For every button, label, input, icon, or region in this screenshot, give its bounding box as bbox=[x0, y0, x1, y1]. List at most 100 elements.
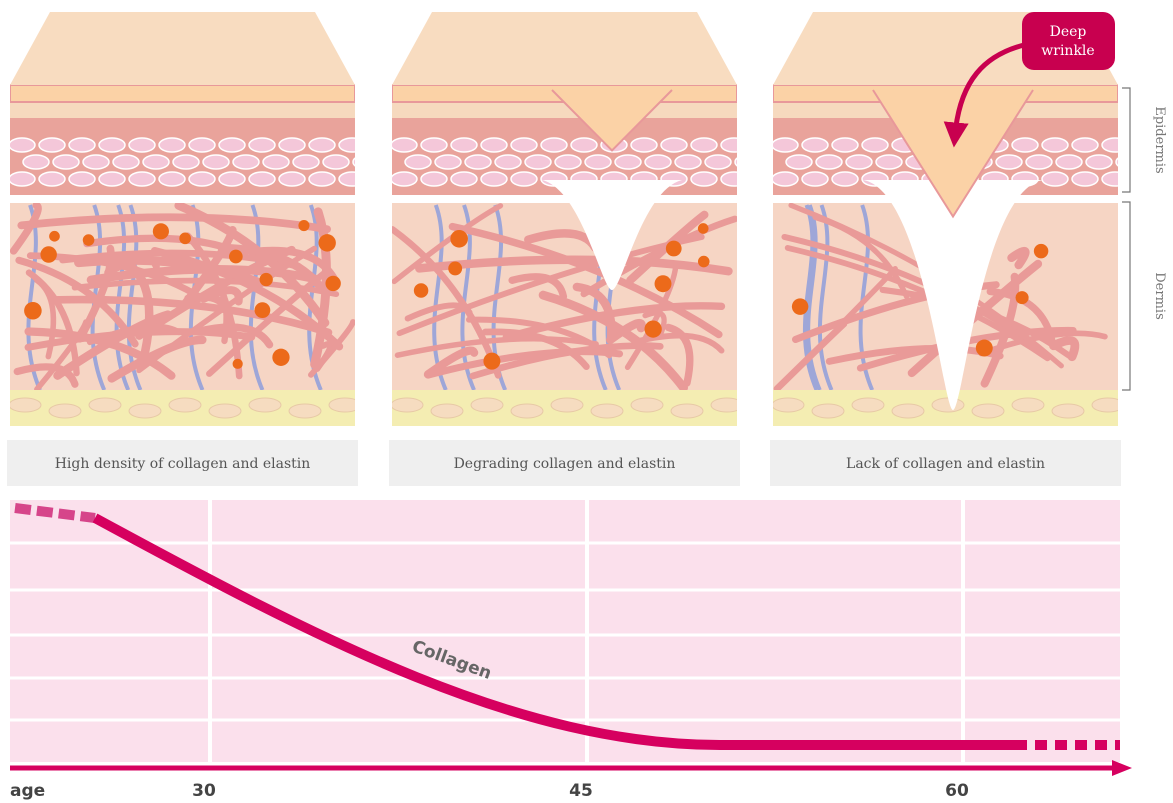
collagen-fiber bbox=[17, 213, 331, 234]
cell bbox=[68, 171, 96, 187]
collagen-fiber bbox=[1049, 336, 1080, 362]
fat-cell bbox=[1091, 397, 1118, 413]
cell bbox=[82, 154, 110, 170]
cell bbox=[720, 137, 737, 153]
cell bbox=[510, 137, 538, 153]
cell bbox=[352, 157, 355, 167]
cell bbox=[674, 154, 702, 170]
cell bbox=[158, 137, 186, 153]
fat-cell bbox=[48, 403, 82, 419]
stratum bbox=[10, 100, 355, 118]
x-tick-label: 30 bbox=[192, 781, 216, 801]
fat-cell bbox=[88, 397, 122, 413]
collagen-fiber bbox=[502, 302, 726, 341]
collagen-fiber bbox=[15, 256, 139, 348]
cell bbox=[232, 154, 260, 170]
cell bbox=[420, 137, 448, 153]
fibroblast bbox=[448, 261, 463, 276]
cell bbox=[845, 154, 873, 170]
cell bbox=[1025, 154, 1053, 170]
axis-arrow bbox=[1112, 760, 1132, 776]
fibroblast bbox=[483, 352, 501, 370]
curve-dash bbox=[14, 503, 96, 523]
cell bbox=[1041, 171, 1069, 187]
fibroblast bbox=[254, 302, 271, 319]
corneum bbox=[10, 84, 355, 103]
cell bbox=[38, 137, 66, 153]
fat-cell bbox=[590, 403, 624, 419]
surface bbox=[10, 12, 355, 85]
fibroblast bbox=[40, 246, 57, 263]
fibroblast bbox=[82, 234, 95, 246]
cell bbox=[278, 171, 306, 187]
cell bbox=[308, 171, 336, 187]
cell bbox=[1041, 137, 1069, 153]
collagen-fiber bbox=[199, 286, 243, 306]
cell bbox=[404, 154, 432, 170]
fat-cell bbox=[851, 397, 885, 413]
callout-arrow bbox=[943, 42, 1025, 148]
collagen-curve bbox=[92, 513, 1015, 750]
collagen-fiber bbox=[626, 210, 709, 285]
collagen-fiber bbox=[1007, 246, 1030, 270]
fibroblast bbox=[791, 298, 809, 315]
fibroblast bbox=[1015, 291, 1029, 305]
callout-box bbox=[1022, 12, 1115, 70]
collagen-fiber bbox=[310, 207, 331, 369]
panel-body bbox=[392, 12, 737, 426]
grid bbox=[10, 500, 1120, 762]
cell bbox=[1115, 157, 1118, 167]
fibroblast bbox=[1033, 243, 1049, 259]
wrinkle-fold bbox=[872, 89, 1034, 219]
caption-box bbox=[7, 440, 358, 486]
fat-cell bbox=[1051, 403, 1085, 419]
collagen-fiber bbox=[664, 323, 694, 387]
cell bbox=[540, 137, 568, 153]
cell bbox=[1011, 137, 1039, 153]
cell bbox=[773, 137, 799, 153]
collagen-fiber bbox=[76, 244, 115, 343]
fat-cell bbox=[128, 403, 162, 419]
cell bbox=[68, 137, 96, 153]
collagen-fiber bbox=[448, 222, 723, 339]
cell bbox=[98, 137, 126, 153]
elastin bbox=[806, 204, 822, 391]
fibroblast bbox=[654, 275, 672, 293]
cell bbox=[158, 171, 186, 187]
fibroblast bbox=[413, 283, 429, 298]
skin-panels: High density of collagen and elastin Degr… bbox=[7, 12, 1121, 486]
cell bbox=[875, 154, 903, 170]
fibroblast bbox=[152, 223, 169, 240]
fibroblast bbox=[325, 275, 341, 292]
fat-cell bbox=[248, 397, 282, 413]
collagen-fiber bbox=[856, 326, 1077, 372]
caption: Degrading collagen and elastin bbox=[454, 456, 676, 472]
cell bbox=[524, 154, 552, 170]
collagen-fiber bbox=[572, 282, 616, 341]
fibroblast bbox=[179, 232, 192, 245]
collagen-fiber bbox=[978, 330, 1108, 357]
elastin bbox=[817, 204, 834, 391]
cell bbox=[10, 171, 36, 187]
cell bbox=[292, 154, 320, 170]
cell bbox=[831, 137, 859, 153]
fibroblast bbox=[697, 223, 709, 234]
fibroblast bbox=[24, 301, 42, 320]
fat-cell bbox=[470, 397, 504, 413]
skin-panel: High density of collagen and elastin bbox=[7, 12, 358, 486]
fibroblast bbox=[644, 320, 662, 338]
collagen-fiber bbox=[83, 234, 249, 258]
skin-panel: Degrading collagen and elastin bbox=[389, 12, 740, 486]
collagen-fiber bbox=[74, 255, 265, 288]
cell bbox=[450, 137, 478, 153]
cell bbox=[202, 154, 230, 170]
collagen-fiber bbox=[423, 346, 479, 379]
cell bbox=[831, 171, 859, 187]
fat-cell bbox=[931, 397, 965, 413]
collagen-fiber bbox=[642, 310, 667, 338]
bracket bbox=[1122, 87, 1131, 193]
cell bbox=[338, 137, 355, 153]
callout-text: wrinkle bbox=[1041, 43, 1094, 59]
